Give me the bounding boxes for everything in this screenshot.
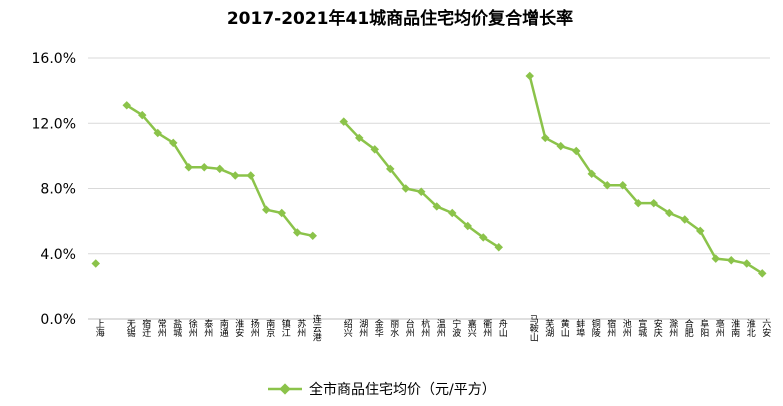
data-point: [448, 208, 457, 218]
x-tick-label: 连云港: [311, 313, 322, 341]
x-tick-label: 徐州: [187, 318, 198, 337]
x-tick-label: 南通: [218, 318, 229, 338]
series-markers: [91, 71, 767, 278]
data-point: [138, 110, 147, 120]
x-tick-label: 湖州: [357, 319, 368, 337]
x-tick-label: 杭州: [419, 318, 430, 337]
x-tick-label: 宿迁: [140, 318, 151, 337]
series-lines: [126, 75, 763, 275]
x-tick-label: 金华: [373, 318, 384, 338]
x-tick-label: 蚌埠: [574, 318, 585, 338]
x-tick-label: 滁州: [667, 319, 678, 337]
series-line-segment: [342, 120, 500, 249]
series-line-segment: [528, 75, 763, 275]
data-point: [215, 164, 224, 174]
x-tick-label: 温州: [435, 319, 446, 337]
x-tick-label: 台州: [404, 318, 415, 337]
x-tick-label: 黄山: [559, 318, 570, 337]
x-tick-label: 六安: [760, 318, 771, 338]
data-point: [479, 233, 488, 242]
x-tick-label: 苏州: [295, 318, 306, 337]
x-tick-label: 嘉兴: [466, 318, 477, 338]
y-tick-label: 0.0%: [40, 312, 76, 328]
data-point: [417, 187, 426, 197]
data-point: [231, 171, 240, 180]
x-tick-label: 宣城: [636, 318, 647, 338]
x-tick-label: 无锡: [125, 319, 136, 338]
x-tick-label: 安庆: [652, 318, 663, 338]
data-point: [727, 256, 736, 265]
y-tick-label: 16.0%: [32, 51, 76, 67]
data-point: [386, 164, 395, 174]
x-tick-label: 淮北: [745, 319, 756, 338]
data-point: [122, 101, 131, 110]
x-tick-label: 淮南: [729, 319, 740, 337]
x-tick-label: 常州: [156, 318, 167, 337]
data-point: [432, 202, 441, 211]
x-tick-label: 宁波: [450, 318, 461, 338]
data-point: [339, 117, 348, 126]
y-tick-label: 12.0%: [32, 116, 76, 132]
x-tick-label: 合肥: [683, 318, 694, 338]
x-tick-label: 镇江: [280, 318, 291, 338]
x-tick-label: 池州: [621, 318, 632, 337]
legend-label: 全市商品住宅均价（元/平方）: [309, 381, 496, 398]
data-point: [494, 242, 503, 252]
x-tick-label: 芜湖: [543, 318, 554, 338]
x-tick-label: 绍兴: [342, 318, 353, 338]
x-tick-label: 淮安: [233, 319, 244, 338]
x-tick-label: 舟山: [497, 318, 508, 337]
data-point: [758, 269, 767, 278]
x-tick-label: 阜阳: [698, 318, 709, 337]
data-point: [401, 184, 410, 193]
x-tick-label: 上海: [94, 319, 105, 338]
x-tick-label: 宿州: [605, 318, 616, 337]
data-point: [277, 208, 286, 218]
data-point: [293, 228, 302, 237]
x-axis-ticks: 上海 无锡 宿迁 常州 盐城 徐州 泰州 南通 淮安 扬州 南京 镇江 苏州 连云港 绍兴 湖州 金华 丽水 台州杭…: [94, 313, 771, 341]
x-tick-label: 南京: [264, 318, 275, 338]
data-point: [525, 71, 534, 81]
x-tick-label: 丽水: [388, 319, 399, 337]
x-tick-label: 铜陵: [590, 318, 601, 338]
x-tick-label: 泰州: [202, 318, 213, 337]
data-point: [169, 138, 178, 148]
data-point: [308, 231, 317, 241]
data-point: [246, 171, 255, 180]
data-point: [742, 259, 751, 268]
data-point: [184, 163, 193, 172]
data-point: [463, 221, 472, 231]
x-tick-label: 衢州: [481, 318, 492, 337]
x-tick-label: 盐城: [171, 318, 182, 338]
x-tick-label: 亳州: [714, 318, 725, 337]
data-point: [153, 128, 162, 138]
y-tick-label: 4.0%: [40, 247, 76, 263]
grid-lines: [88, 57, 770, 320]
y-axis-ticks: 0.0% 4.0% 8.0% 12.0% 16.0%: [32, 51, 76, 328]
x-tick-label: 马鞍山: [528, 314, 539, 341]
data-point: [200, 163, 209, 172]
data-point: [91, 259, 100, 268]
legend: 全市商品住宅均价（元/平方）: [268, 381, 496, 398]
chart-title: 2017-2021年41城商品住宅均价复合增长率: [227, 8, 573, 29]
data-point: [370, 145, 379, 154]
data-point: [262, 205, 271, 214]
y-tick-label: 8.0%: [40, 182, 76, 198]
x-tick-label: 扬州: [249, 318, 260, 337]
legend-marker-icon: [279, 383, 291, 395]
data-point: [355, 133, 364, 143]
